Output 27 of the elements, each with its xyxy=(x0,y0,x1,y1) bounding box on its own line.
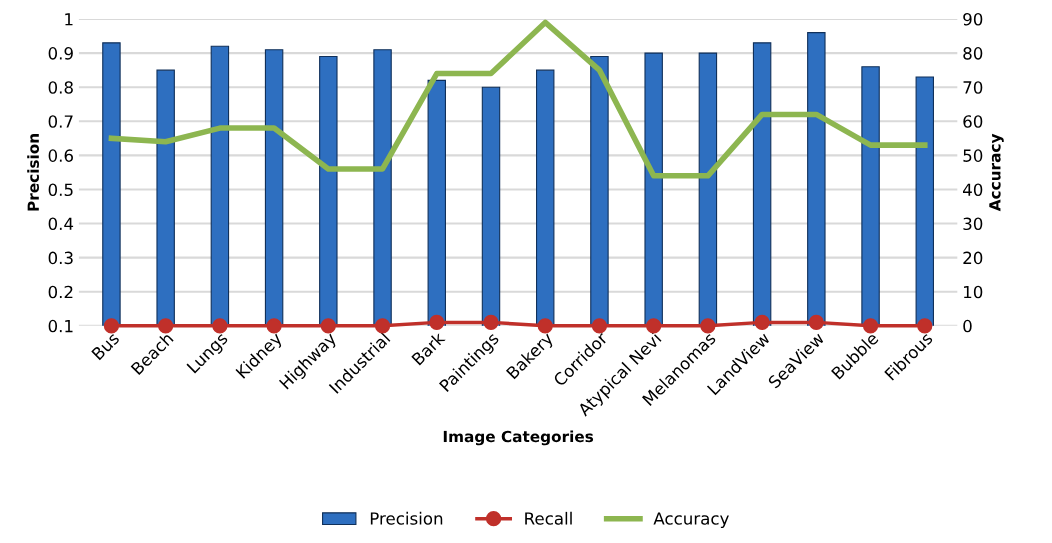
x-tick-label: Bus xyxy=(91,331,120,361)
y-tick-label: 0.3 xyxy=(48,251,73,265)
y-tick-label: 0.6 xyxy=(48,149,73,162)
y-tick-label: 0.9 xyxy=(48,47,73,60)
y-tick-label: 1 xyxy=(65,13,73,26)
y-tick-label: 0.2 xyxy=(48,285,73,299)
y-tick-label: 0.1 xyxy=(48,319,73,333)
y-axis-title: Precision xyxy=(27,134,40,211)
y-tick-label: 0.5 xyxy=(48,183,73,197)
y-tick-label: 0.4 xyxy=(48,217,74,231)
y2-tick-label: 70 xyxy=(963,81,983,94)
legend-label: Accuracy xyxy=(653,512,729,528)
y2-tick-label: 20 xyxy=(963,251,983,265)
y2-tick-label: 30 xyxy=(963,217,983,231)
y2-tick-label: 10 xyxy=(964,285,983,299)
y2-axis-title: Accuracy xyxy=(989,133,1004,212)
y2-tick-label: 60 xyxy=(963,115,983,128)
y2-tick-label: 80 xyxy=(963,47,983,60)
y2-tick-label: 40 xyxy=(963,183,983,197)
x-axis-title: Image Categories xyxy=(443,430,594,446)
legend-label: Precision xyxy=(370,511,443,525)
y2-tick-label: 90 xyxy=(963,12,983,26)
y-tick-label: 0.7 xyxy=(48,115,73,128)
y2-tick-label: 0 xyxy=(963,319,972,333)
y-tick-label: 0.8 xyxy=(48,81,73,94)
y2-tick-label: 50 xyxy=(963,149,983,162)
legend-label: Recall xyxy=(525,511,572,525)
